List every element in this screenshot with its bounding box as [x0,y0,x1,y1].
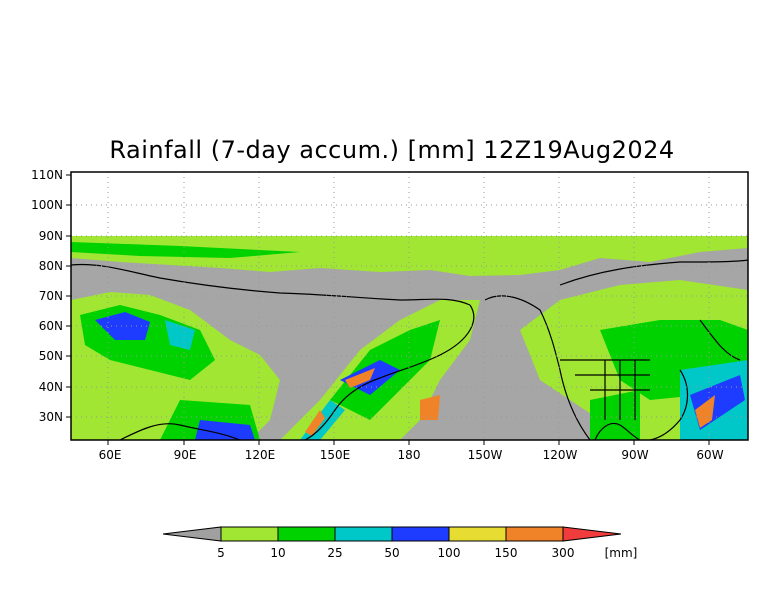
lon-label: 150W [468,448,503,462]
asia-east-coast [304,304,475,440]
colorbar-segment [505,526,564,542]
typhoon-core [345,368,375,388]
lon-label: 120E [245,448,276,462]
north-america-west-coast [484,295,591,440]
pacific-core [420,395,440,420]
coastlines [71,259,748,440]
colorbar-segment [162,526,222,542]
lon-label: 150E [320,448,351,462]
colorbar-segment [448,526,507,542]
lon-label: 90E [174,448,197,462]
colorbar-segment [391,526,450,542]
state-borders [560,359,650,420]
lat-label: 100N [31,198,63,212]
lat-label: 60N [39,319,63,333]
lon-label: 90W [621,448,648,462]
colorbar-label: 50 [384,546,399,560]
colorbar-segment [220,526,279,542]
colorbar-label: 150 [495,546,518,560]
colorbar-segment [334,526,393,542]
map-title: Rainfall (7-day accum.) [mm] 12Z19Aug202… [109,136,675,164]
asia-heavy-rain-2 [165,320,195,350]
longitude-labels: 60E 90E 120E 150E 180 150W 120W 90W 60W [99,448,724,462]
lon-label: 60W [696,448,723,462]
eurasia-north-coast [71,263,471,306]
lat-label: 40N [39,380,63,394]
colorbar [162,526,622,542]
colorbar-label: 5 [217,546,225,560]
lat-label: 80N [39,259,63,273]
lat-label: 110N [31,168,63,182]
arctic-rain-band [71,236,748,276]
lat-label: 30N [39,410,63,424]
typhoon-core-2 [305,410,325,436]
lon-label: 120W [543,448,578,462]
us-rain [590,390,640,440]
asia-heavy-rain-1 [95,312,150,340]
south-asia-heavy-rain [195,420,255,440]
colorbar-label: 300 [552,546,575,560]
colorbar-label: 100 [438,546,461,560]
north-america-east-coast [649,319,741,440]
colorbar-unit: [mm] [605,546,638,560]
lat-label: 70N [39,289,63,303]
arctic-moderate-band [71,242,300,258]
colorbar-label: 25 [327,546,342,560]
lon-label: 180 [398,448,421,462]
arctic-canada-coast [559,259,748,286]
atlantic-storm-core [695,395,715,428]
south-asia-coast [119,423,241,440]
colorbar-labels: 5 10 25 50 100 150 300 [mm] [217,546,637,560]
lat-label: 50N [39,349,63,363]
colorbar-segment [277,526,336,542]
lat-label: 90N [39,229,63,243]
gulf-coast [594,422,641,440]
colorbar-label: 10 [270,546,285,560]
colorbar-segment [562,526,622,542]
tick-marks [66,174,710,445]
lon-label: 60E [99,448,122,462]
latitude-labels: 110N 100N 90N 80N 70N 60N 50N 40N 30N [31,168,63,424]
